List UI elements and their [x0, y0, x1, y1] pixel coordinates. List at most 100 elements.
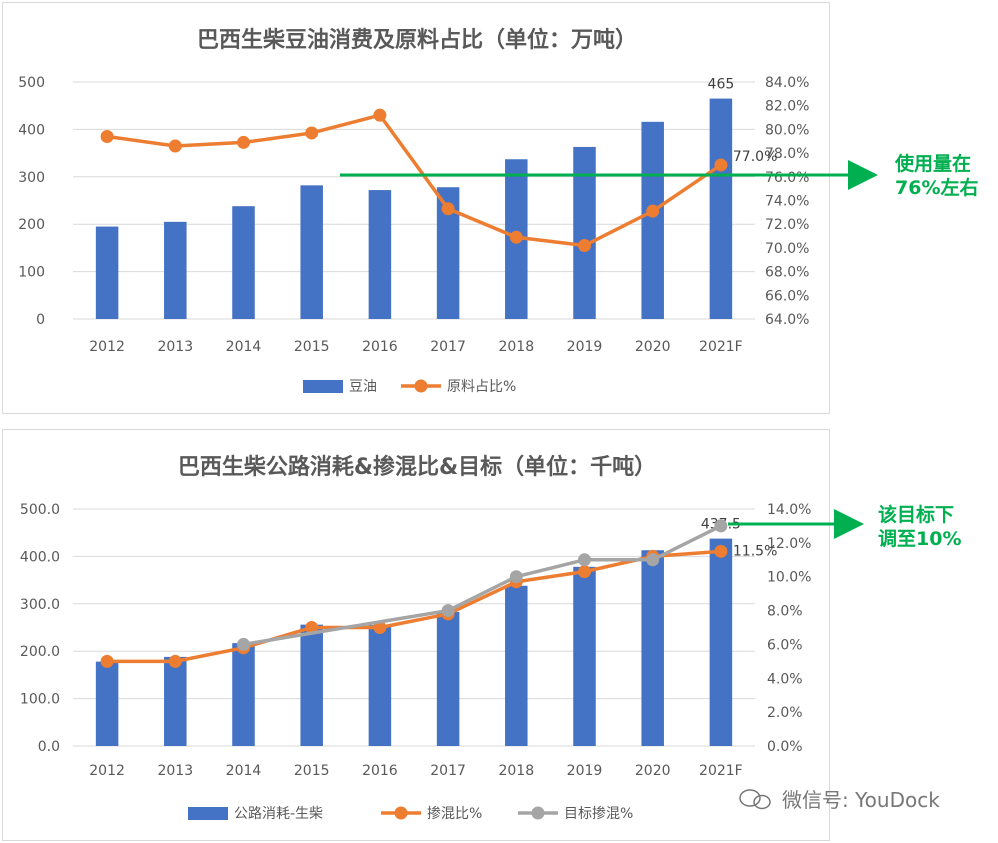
- line-point: [373, 108, 387, 122]
- line-point: [373, 621, 387, 634]
- legend-swatch-bar: [188, 807, 228, 820]
- bar: [641, 550, 664, 746]
- y-right-tick-label: 84.0%: [765, 75, 809, 91]
- y-right-tick-label: 64.0%: [765, 312, 809, 328]
- x-tick-label: 2013: [157, 763, 193, 779]
- x-tick-label: 2017: [430, 763, 466, 779]
- line-point: [578, 565, 591, 579]
- y-left-tick-label: 400.0: [20, 549, 60, 565]
- chart-road-consumption: 巴西生柴公路消耗&掺混比&目标（单位：千吨） 0.0 100.0 200.0 300.0…: [20, 454, 812, 822]
- annotation-text-2: 该目标下 调至10%: [878, 503, 961, 551]
- bar: [300, 624, 323, 746]
- x-tick-label: 2015: [294, 763, 330, 779]
- x-tick-label: 2015: [294, 339, 330, 355]
- chart-title: 巴西生柴公路消耗&掺混比&目标（单位：千吨）: [178, 454, 656, 480]
- bar: [368, 625, 392, 746]
- bar: [368, 190, 392, 319]
- legend-label: 原料占比%: [447, 379, 516, 395]
- y-right-tick-label: 70.0%: [765, 241, 809, 257]
- chart-panel-soybean-oil: 巴西生柴豆油消费及原料占比（单位：万吨） 0 100 200 300 400 500 64.0…: [2, 2, 830, 414]
- y-right-tick-label: 82.0%: [765, 99, 809, 115]
- y-left-tick-label: 400: [18, 122, 45, 138]
- line-point: [714, 158, 728, 172]
- line-data-label: 77.0%: [733, 149, 777, 165]
- bar: [436, 611, 460, 746]
- x-tick-label: 2014: [226, 339, 262, 355]
- x-tick-label: 2020: [635, 763, 671, 779]
- line-point: [441, 604, 455, 618]
- y-right-tick-label: 74.0%: [765, 194, 809, 210]
- y-left-tick-label: 100: [18, 265, 45, 281]
- bar: [232, 643, 255, 746]
- y-right-tick-label: 72.0%: [765, 217, 809, 233]
- annotation-text-1: 使用量在 76%左右: [895, 152, 978, 200]
- line-point: [237, 637, 250, 651]
- bar: [505, 585, 528, 746]
- legend-label: 掺混比%: [427, 805, 482, 822]
- x-tick-label: 2013: [157, 339, 193, 355]
- legend-swatch-bar: [303, 380, 343, 393]
- y-right-tick-label: 78.0%: [765, 146, 809, 162]
- bar: [709, 98, 733, 319]
- bar: [164, 221, 187, 319]
- x-tick-label: 2019: [567, 763, 603, 779]
- line-point: [441, 202, 455, 216]
- x-tick-label: 2018: [498, 763, 534, 779]
- y-left-tick-label: 300: [18, 170, 45, 186]
- bar: [164, 656, 187, 746]
- series-line: [106, 113, 722, 248]
- x-tick-label: 2019: [567, 339, 603, 355]
- x-tick-label: 2018: [498, 339, 534, 355]
- annotation-1-line1: 使用量在: [895, 153, 972, 175]
- y-right-tick-label: 8.0%: [767, 604, 803, 620]
- line-point: [100, 654, 114, 668]
- legend-swatch-marker: [394, 806, 408, 820]
- legend-swatch-marker: [531, 806, 545, 820]
- y-left-tick-label: 200.0: [20, 644, 60, 660]
- annotation-2-line1: 该目标下: [878, 504, 955, 526]
- y-right-tick-label: 12.0%: [767, 536, 811, 552]
- x-tick-label: 2012: [89, 763, 125, 779]
- line-point: [305, 126, 319, 140]
- legend-label: 目标掺混%: [564, 805, 633, 822]
- bar: [573, 566, 596, 746]
- y-left-tick-label: 500.0: [20, 502, 60, 518]
- y-right-tick-label: 4.0%: [767, 671, 803, 687]
- series-line: [243, 524, 722, 647]
- x-tick-label: 2021F: [699, 339, 743, 355]
- y-left-tick-label: 0: [36, 312, 45, 328]
- chart-panel-road-consumption: 巴西生柴公路消耗&掺混比&目标（单位：千吨） 0.0 100.0 200.0 300.0…: [2, 429, 830, 841]
- x-tick-label: 2016: [362, 763, 398, 779]
- line-point: [646, 553, 660, 567]
- line-point: [509, 230, 523, 244]
- bar: [573, 146, 596, 319]
- y-right-tick-label: 10.0%: [767, 570, 811, 586]
- watermark-text: 微信号: YouDock: [782, 788, 940, 812]
- y-right-tick-label: 80.0%: [765, 122, 809, 138]
- y-left-tick-label: 100.0: [20, 692, 60, 708]
- line-point: [714, 519, 728, 533]
- y-right-tick-label: 0.0%: [767, 739, 803, 755]
- line-point: [305, 621, 319, 634]
- y-left-tick-label: 500: [18, 75, 45, 91]
- line-point: [237, 135, 250, 149]
- x-tick-label: 2021F: [699, 763, 743, 779]
- y-right-tick-label: 14.0%: [767, 502, 811, 518]
- legend-label: 公路消耗-生柴: [234, 806, 323, 822]
- x-tick-label: 2014: [226, 763, 262, 779]
- line-point: [578, 553, 591, 567]
- annotation-2-line2: 调至10%: [878, 528, 962, 550]
- bar: [95, 661, 119, 746]
- y-right-tick-label: 6.0%: [767, 637, 803, 653]
- line-point: [168, 139, 182, 153]
- line-point: [168, 654, 182, 668]
- bar-data-label: 465: [708, 77, 735, 93]
- x-tick-label: 2020: [635, 339, 671, 355]
- legend-swatch-marker: [414, 379, 428, 393]
- y-left-tick-label: 200: [18, 217, 45, 233]
- x-tick-label: 2017: [430, 339, 466, 355]
- y-right-tick-label: 66.0%: [765, 288, 809, 304]
- y-right-tick-label: 2.0%: [767, 705, 803, 721]
- annotation-1-line2: 76%左右: [895, 177, 979, 199]
- chart-soybean-oil: 巴西生柴豆油消费及原料占比（单位：万吨） 0 100 200 300 400 500 64.0…: [18, 27, 809, 395]
